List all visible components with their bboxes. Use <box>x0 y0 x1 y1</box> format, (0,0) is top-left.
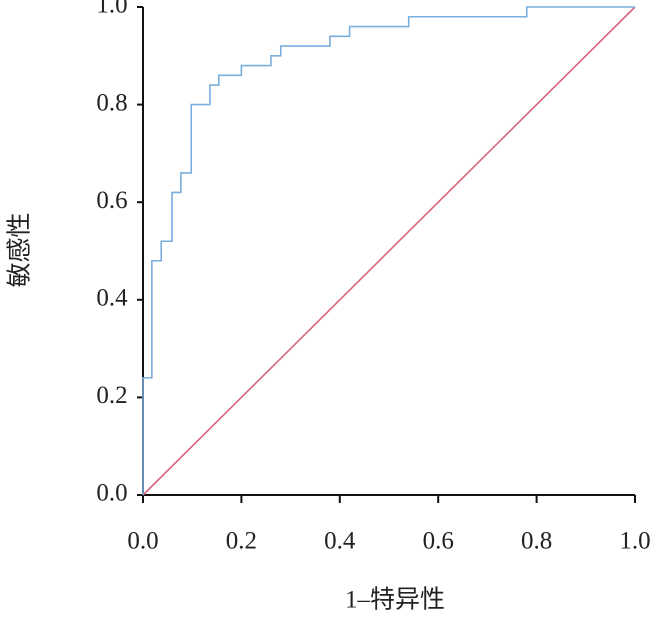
y-tick-label: 0.6 <box>96 187 127 214</box>
x-tick-label: 1.0 <box>619 528 650 555</box>
line <box>142 6 636 496</box>
y-tick-label: 1.0 <box>96 0 127 19</box>
y-tick-label: 0.8 <box>96 89 127 116</box>
y-axis-label: 敏感性 <box>6 212 34 287</box>
y-tick-label: 0.0 <box>96 480 127 507</box>
x-axis-label: 1–特异性 <box>345 586 445 614</box>
x-tick-label: 0.6 <box>423 528 454 555</box>
x-tick-label: 0.8 <box>521 528 552 555</box>
line <box>142 6 635 495</box>
y-tick-label: 0.2 <box>96 382 127 409</box>
y-tick-label: 0.4 <box>96 285 128 312</box>
x-tick-label: 0.2 <box>226 528 257 555</box>
x-tick-label: 0.0 <box>127 528 158 555</box>
x-tick-label: 0.4 <box>324 528 356 555</box>
